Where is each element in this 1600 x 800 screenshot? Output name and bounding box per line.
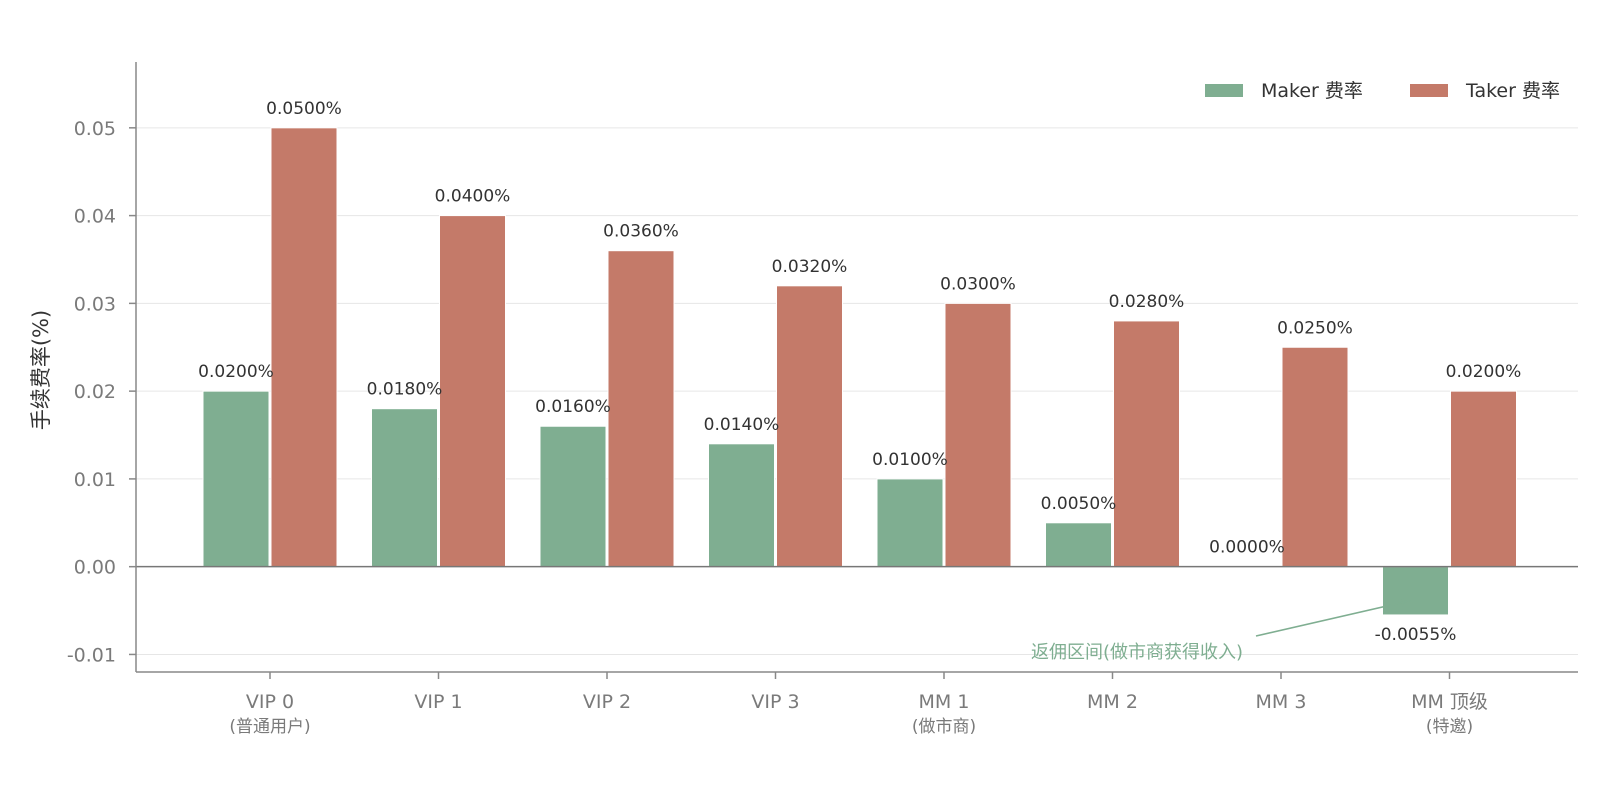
legend-label-1: Taker 费率 bbox=[1465, 80, 1560, 102]
x-tick-label: VIP 3 bbox=[751, 691, 799, 713]
maker-bar-3 bbox=[708, 443, 775, 568]
taker-value-label-3: 0.0320% bbox=[772, 257, 848, 277]
x-tick-label: VIP 1 bbox=[414, 691, 462, 713]
maker-value-label-1: 0.0180% bbox=[367, 380, 443, 400]
x-tick-sublabel: (普通用户) bbox=[229, 717, 310, 737]
y-tick-label: 0.00 bbox=[74, 557, 116, 579]
y-tick-label: 0.05 bbox=[74, 118, 116, 140]
maker-value-label-0: 0.0200% bbox=[198, 362, 274, 382]
annotation: 返佣区间(做市商获得收入) bbox=[1031, 601, 1410, 663]
grid-lines bbox=[136, 127, 1578, 655]
y-tick-label: 0.01 bbox=[74, 469, 116, 491]
y-tick-label: 0.03 bbox=[74, 293, 116, 315]
maker-bar-2 bbox=[539, 425, 607, 568]
taker-bar-7 bbox=[1450, 390, 1517, 568]
taker-bar-6 bbox=[1281, 346, 1349, 568]
taker-bar-4 bbox=[944, 302, 1012, 568]
taker-value-label-6: 0.0250% bbox=[1277, 318, 1353, 338]
taker-value-label-0: 0.0500% bbox=[266, 99, 342, 119]
annotation-arrow bbox=[1255, 601, 1410, 637]
x-tick-label: MM 顶级 bbox=[1411, 691, 1488, 713]
taker-bar-2 bbox=[607, 250, 675, 568]
taker-bar-0 bbox=[270, 127, 338, 568]
value-labels: 0.0200% 0.0500% 0.0180% 0.0400% 0.0160% 0.036… bbox=[198, 99, 1521, 645]
maker-value-label-4: 0.0100% bbox=[872, 450, 948, 470]
maker-bar-1 bbox=[371, 408, 438, 568]
taker-bar-1 bbox=[439, 215, 506, 568]
maker-bar-0 bbox=[202, 390, 270, 568]
x-tick-label: VIP 0 bbox=[246, 691, 294, 713]
y-axis-label: 手续费率(%) bbox=[29, 310, 53, 430]
taker-value-label-5: 0.0280% bbox=[1109, 292, 1185, 312]
maker-bar-5 bbox=[1045, 522, 1112, 568]
legend-swatch-1 bbox=[1410, 84, 1448, 97]
legend: Maker 费率 Taker 费率 bbox=[1205, 80, 1560, 102]
taker-value-label-4: 0.0300% bbox=[940, 274, 1016, 294]
y-tick-label: 0.02 bbox=[74, 381, 116, 403]
maker-value-label-3: 0.0140% bbox=[704, 415, 780, 435]
maker-value-label-2: 0.0160% bbox=[535, 397, 611, 417]
taker-value-label-1: 0.0400% bbox=[435, 187, 511, 207]
x-tick-label: MM 1 bbox=[919, 691, 970, 713]
maker-bar-7 bbox=[1382, 566, 1449, 616]
legend-label-0: Maker 费率 bbox=[1261, 80, 1363, 102]
maker-value-label-7: -0.0055% bbox=[1375, 625, 1457, 645]
axes: -0.01 0.00 0.01 0.02 0.03 0.04 0.05 VIP 0 (普通用户)… bbox=[67, 62, 1578, 737]
y-tick-label: 0.04 bbox=[74, 206, 116, 228]
x-tick-label: VIP 2 bbox=[583, 691, 631, 713]
maker-value-label-5: 0.0050% bbox=[1041, 494, 1117, 514]
taker-bar-3 bbox=[776, 285, 843, 568]
taker-value-label-2: 0.0360% bbox=[603, 222, 679, 242]
x-tick-sublabel: (特邀) bbox=[1426, 717, 1473, 737]
x-tick-sublabel: (做市商) bbox=[912, 717, 976, 737]
x-tick-label: MM 3 bbox=[1256, 691, 1307, 713]
maker-value-label-6: 0.0000% bbox=[1209, 538, 1285, 558]
bars bbox=[202, 127, 1517, 616]
annotation-text: 返佣区间(做市商获得收入) bbox=[1031, 642, 1243, 663]
taker-bar-5 bbox=[1113, 320, 1180, 568]
taker-value-label-7: 0.0200% bbox=[1446, 362, 1522, 382]
maker-bar-4 bbox=[876, 478, 944, 568]
y-tick-label: -0.01 bbox=[67, 644, 116, 666]
x-tick-label: MM 2 bbox=[1087, 691, 1138, 713]
legend-swatch-0 bbox=[1205, 84, 1243, 97]
